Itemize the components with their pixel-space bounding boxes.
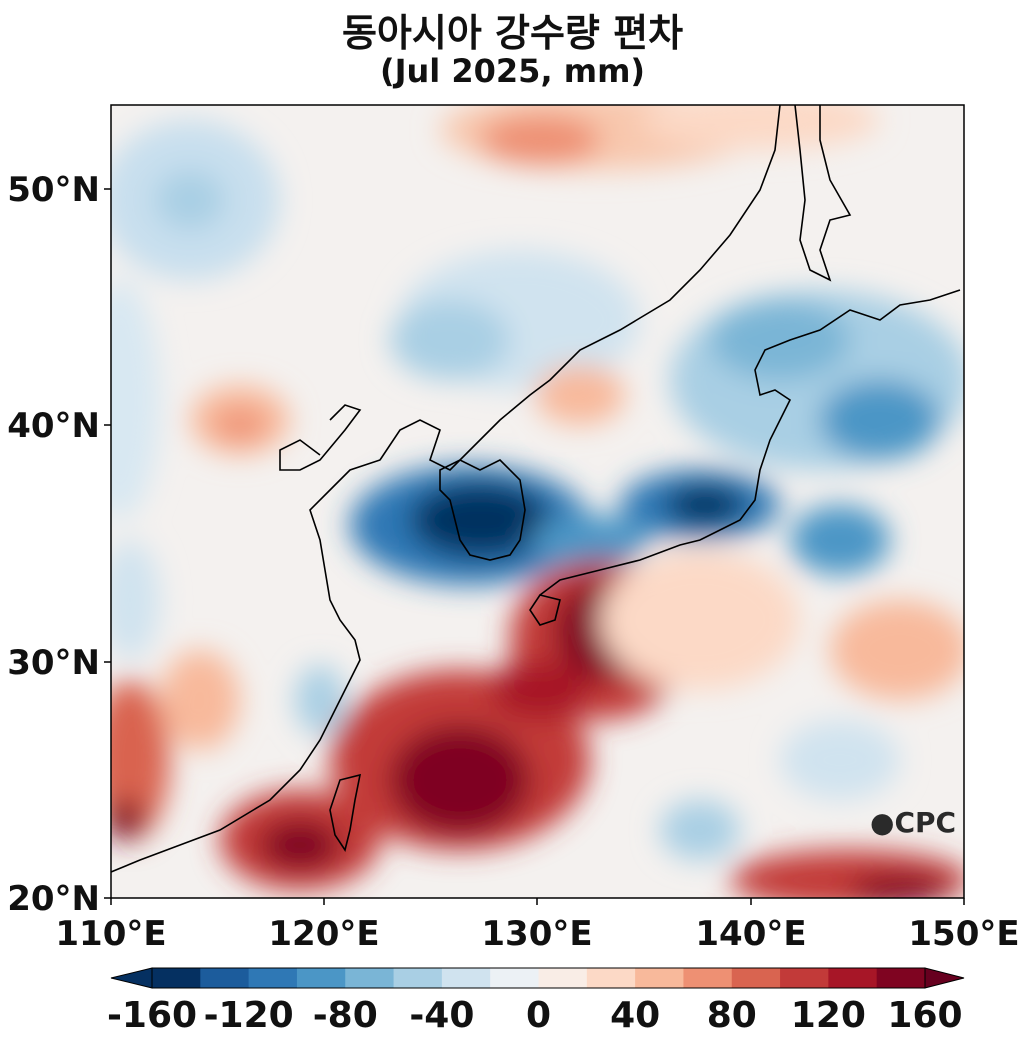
axis-ticks <box>104 188 965 905</box>
lon-label-150: 150°E <box>908 914 1020 954</box>
colorbar-segment <box>393 968 443 988</box>
colorbar-segment <box>248 968 298 988</box>
colorbar-segment <box>296 968 346 988</box>
colorbar-tick-label: -80 <box>312 995 378 1036</box>
colorbar-segment <box>731 968 781 988</box>
coastline-taiwan <box>329 773 362 852</box>
colorbar-tick-label: -160 <box>106 995 198 1036</box>
title-line-1: 동아시아 강수량 편차 <box>341 11 684 55</box>
colorbar-segment <box>490 968 539 988</box>
colorbar-tick-label: 80 <box>706 995 757 1036</box>
colorbar-segment <box>152 968 201 988</box>
lat-label-50: 50°N <box>7 170 100 210</box>
coastline-korea <box>439 459 526 561</box>
colorbar-under-extend <box>110 967 153 989</box>
coastlines <box>111 105 961 873</box>
colorbar-tick-label: 120 <box>790 995 866 1036</box>
cpc-logo: ●CPC <box>870 806 956 839</box>
lat-label-30: 30°N <box>7 643 100 683</box>
lat-label-40: 40°N <box>7 406 100 446</box>
coastline-kyushu <box>529 594 561 626</box>
coastline-mainland <box>111 105 781 873</box>
colorbar-segment <box>200 968 250 988</box>
colorbar <box>110 967 965 989</box>
colorbar-segment <box>683 968 733 988</box>
lon-label-120: 120°E <box>268 914 380 954</box>
coastline-bohai <box>279 404 362 471</box>
coastline-japan <box>539 289 961 596</box>
coastline-hokkaido <box>794 105 852 282</box>
colorbar-segment <box>780 968 829 988</box>
colorbar-tick-label: -40 <box>409 995 475 1036</box>
colorbar-tick-label: 0 <box>525 995 552 1036</box>
colorbar-tick-label: -120 <box>203 995 294 1036</box>
logo-mark-icon: ● <box>870 806 895 839</box>
lon-label-140: 140°E <box>695 914 807 954</box>
colorbar-over-extend <box>924 967 965 989</box>
colorbar-frame <box>151 967 926 989</box>
colorbar-segment <box>586 968 636 988</box>
colorbar-segment <box>635 968 684 988</box>
anomaly-field <box>111 105 964 898</box>
colorbar-tick-label: 40 <box>610 995 661 1036</box>
logo-text: CPC <box>894 806 957 839</box>
colorbar-segment <box>876 968 926 988</box>
colorbar-segment <box>345 968 395 988</box>
title-line-2: (Jul 2025, mm) <box>379 52 646 90</box>
lon-label-130: 130°E <box>481 914 593 954</box>
colorbar-tick-label: 160 <box>887 995 963 1036</box>
colorbar-segment <box>538 968 588 988</box>
colorbar-segment <box>441 968 491 988</box>
lon-label-110: 110°E <box>55 914 167 954</box>
anomaly-patches <box>111 105 964 898</box>
lat-label-20: 20°N <box>7 879 100 919</box>
colorbar-segment <box>828 968 878 988</box>
